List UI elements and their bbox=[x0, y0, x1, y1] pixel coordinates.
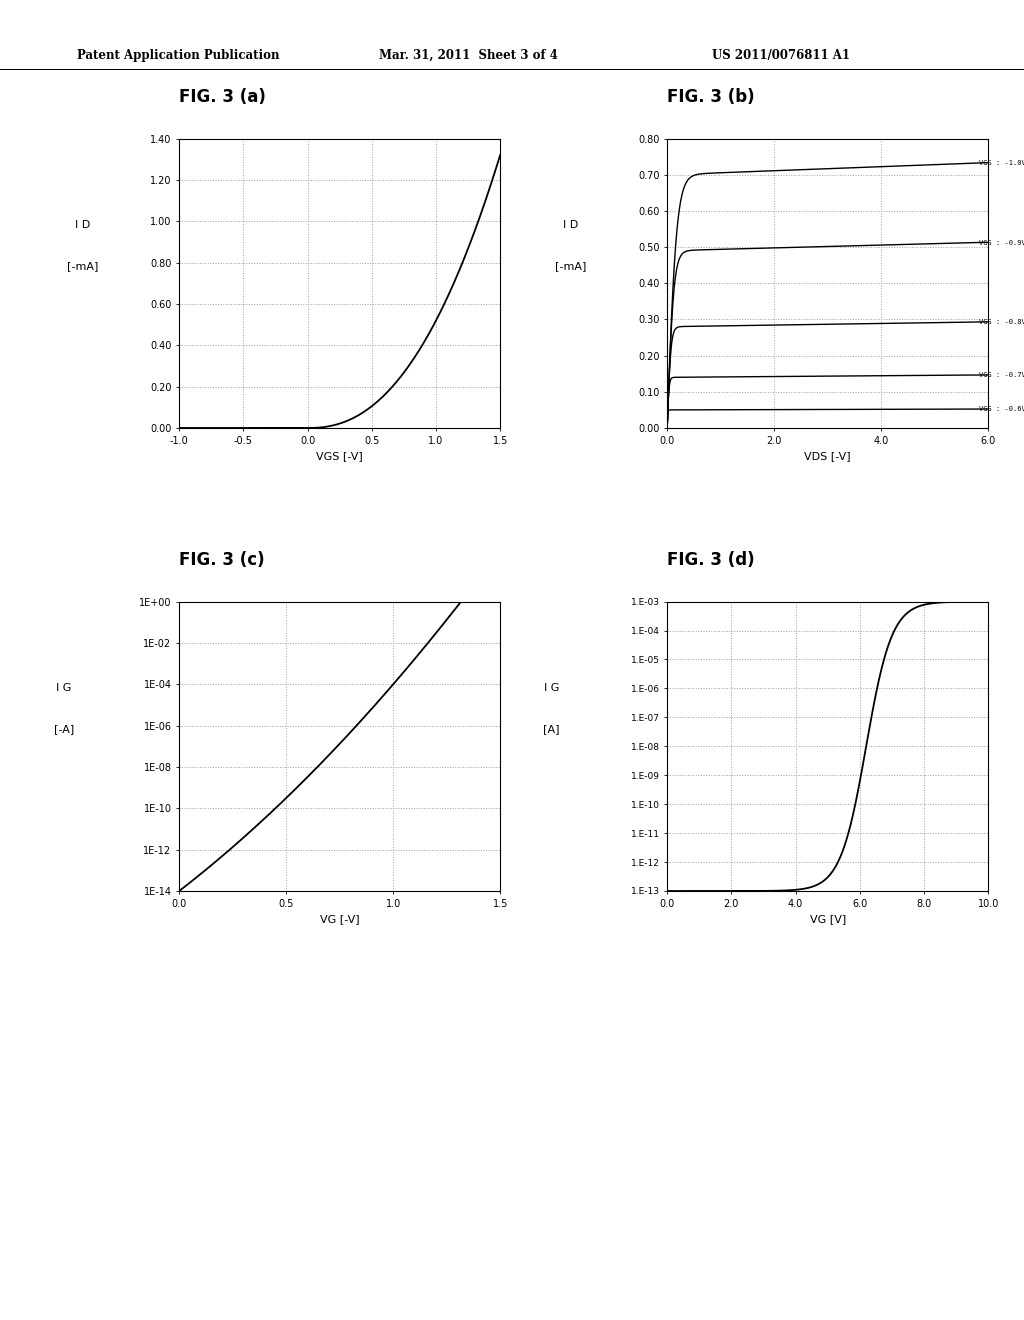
Text: VGS : -0.9V: VGS : -0.9V bbox=[979, 240, 1024, 246]
Text: FIG. 3 (d): FIG. 3 (d) bbox=[668, 550, 755, 569]
X-axis label: VG [V]: VG [V] bbox=[810, 915, 846, 924]
Text: I D: I D bbox=[76, 220, 90, 231]
Text: [A]: [A] bbox=[544, 723, 560, 734]
Text: FIG. 3 (c): FIG. 3 (c) bbox=[179, 550, 265, 569]
Text: FIG. 3 (b): FIG. 3 (b) bbox=[668, 87, 755, 106]
Text: I G: I G bbox=[544, 684, 559, 693]
Text: VGS : -0.7V: VGS : -0.7V bbox=[979, 372, 1024, 378]
Text: US 2011/0076811 A1: US 2011/0076811 A1 bbox=[712, 49, 850, 62]
Text: [-mA]: [-mA] bbox=[68, 261, 98, 271]
Text: VGS : -0.6V: VGS : -0.6V bbox=[979, 407, 1024, 412]
Text: [-mA]: [-mA] bbox=[555, 261, 587, 271]
Text: Mar. 31, 2011  Sheet 3 of 4: Mar. 31, 2011 Sheet 3 of 4 bbox=[379, 49, 558, 62]
Text: I G: I G bbox=[56, 684, 72, 693]
X-axis label: VGS [-V]: VGS [-V] bbox=[316, 451, 364, 461]
X-axis label: VG [-V]: VG [-V] bbox=[319, 915, 359, 924]
X-axis label: VDS [-V]: VDS [-V] bbox=[804, 451, 851, 461]
Text: I D: I D bbox=[563, 220, 579, 231]
Text: Patent Application Publication: Patent Application Publication bbox=[77, 49, 280, 62]
Text: VGS : -1.0V: VGS : -1.0V bbox=[979, 160, 1024, 166]
Text: VGS : -0.8V: VGS : -0.8V bbox=[979, 319, 1024, 325]
Text: [-A]: [-A] bbox=[53, 723, 74, 734]
Text: FIG. 3 (a): FIG. 3 (a) bbox=[179, 87, 266, 106]
